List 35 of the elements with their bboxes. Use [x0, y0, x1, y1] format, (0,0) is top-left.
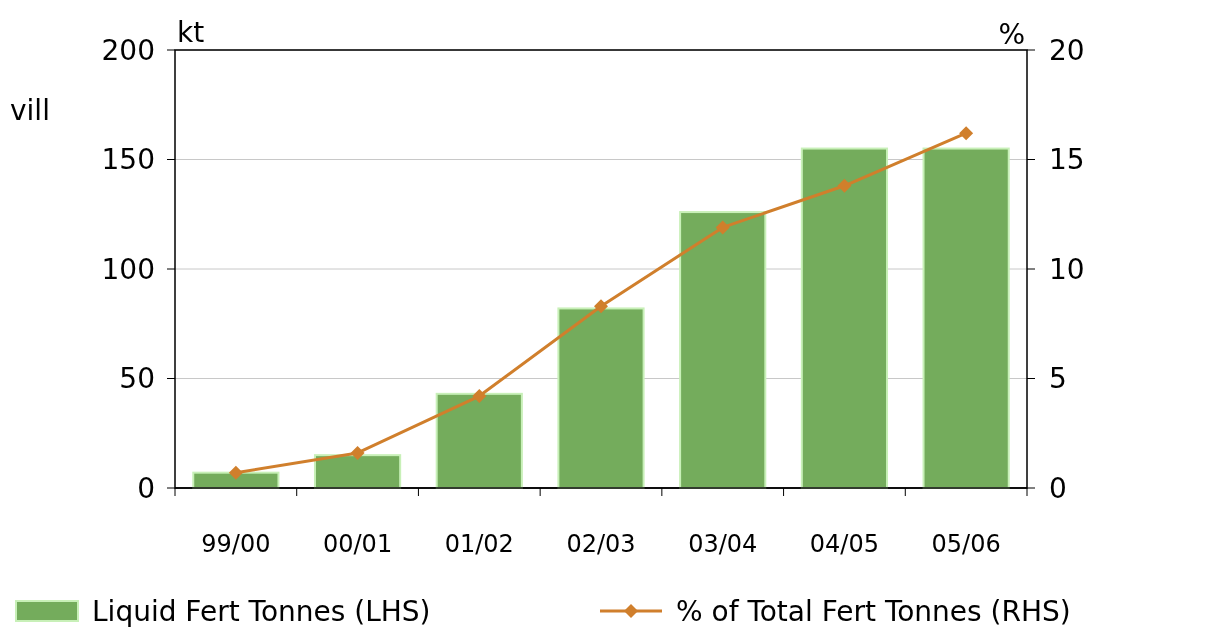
text: vill: [10, 94, 50, 127]
y-axis-title: kt: [177, 16, 205, 49]
point: [472, 389, 487, 404]
y-tick-label: 200: [101, 33, 155, 67]
y-tick-label: 150: [101, 143, 155, 177]
x-tick-label: 99/00: [201, 530, 271, 558]
bar: [800, 147, 889, 489]
x-tick-label: 05/06: [931, 530, 1001, 558]
bar: [435, 392, 523, 489]
bar: [679, 211, 767, 489]
x-tick-label: 00/01: [322, 530, 393, 558]
bar: [313, 454, 402, 489]
legend-label: % of Total Fert Tonnes (RHS): [676, 594, 1071, 628]
bar: [922, 147, 1010, 489]
point: [594, 299, 608, 314]
x-tick-label: 01/02: [444, 530, 514, 558]
y2-tick-label: 15: [1049, 143, 1085, 177]
point: [715, 220, 730, 235]
y-tick-label: 0: [137, 471, 155, 505]
point: [837, 178, 852, 193]
y-tick-label: 100: [101, 252, 155, 286]
y2-tick-label: 20: [1049, 33, 1085, 67]
y2-tick-label: 10: [1049, 252, 1085, 286]
y-tick-label: 50: [119, 362, 155, 396]
x-tick-label: 02/03: [566, 530, 636, 558]
bar: [557, 307, 645, 489]
x-tick-label: 04/05: [809, 530, 880, 558]
y2-tick-label: 0: [1049, 471, 1067, 505]
point: [228, 465, 243, 480]
point: [350, 445, 365, 460]
x-tick-label: 03/04: [688, 530, 758, 558]
y2-tick-label: 5: [1049, 362, 1067, 396]
legend-label: Liquid Fert Tonnes (LHS): [92, 594, 431, 628]
y2-axis-title: %: [998, 18, 1025, 51]
point: [959, 126, 974, 141]
